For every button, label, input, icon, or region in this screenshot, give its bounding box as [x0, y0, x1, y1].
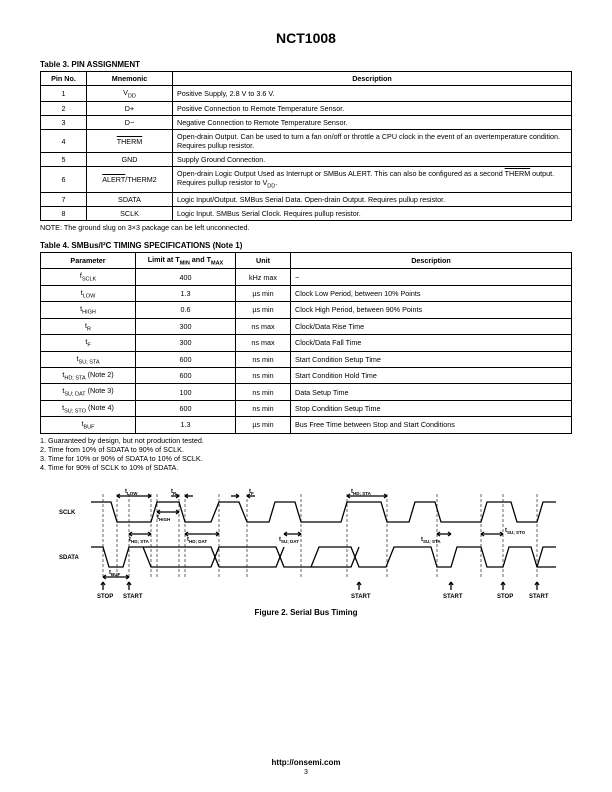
svg-text:START: START — [123, 594, 143, 600]
table4-caption: Table 4. SMBus/I²C TIMING SPECIFICATIONS… — [40, 241, 572, 250]
svg-text:tSU; STO: tSU; STO — [505, 528, 526, 535]
svg-text:tSU; DAT: tSU; DAT — [279, 537, 299, 544]
table4-notes: 1. Guaranteed by design, but not product… — [40, 436, 572, 472]
svg-text:START: START — [351, 594, 371, 600]
table3-note: NOTE: The ground slug on 3×3 package can… — [40, 223, 572, 232]
svg-text:tR: tR — [171, 489, 177, 496]
svg-text:tHD; DAT: tHD; DAT — [187, 537, 207, 544]
svg-text:START: START — [529, 594, 549, 600]
footer: http://onsemi.com 3 — [0, 758, 612, 776]
svg-text:STOP: STOP — [497, 594, 513, 600]
svg-text:tLOW: tLOW — [125, 489, 138, 496]
doc-title: NCT1008 — [40, 30, 572, 46]
svg-text:SDATA: SDATA — [59, 555, 79, 561]
svg-text:tHD; STA: tHD; STA — [129, 537, 150, 544]
table3: Pin No.MnemonicDescription 1VDDPositive … — [40, 71, 572, 221]
table3-caption: Table 3. PIN ASSIGNMENT — [40, 60, 572, 69]
footer-page: 3 — [304, 769, 308, 776]
figure2-caption: Figure 2. Serial Bus Timing — [40, 608, 572, 617]
svg-text:tHIGH: tHIGH — [157, 515, 170, 522]
svg-text:STOP: STOP — [97, 594, 113, 600]
svg-text:START: START — [443, 594, 463, 600]
footer-url: http://onsemi.com — [272, 758, 341, 767]
figure2-timing-diagram: SCLK SDATA tLOW tR tF tHIGH tHD; STA tHD; STA tH… — [40, 482, 572, 602]
svg-text:SCLK: SCLK — [59, 510, 76, 516]
svg-text:tF: tF — [249, 489, 254, 496]
svg-text:tSU; STA: tSU; STA — [421, 537, 441, 544]
svg-text:tHD; STA: tHD; STA — [351, 489, 372, 496]
svg-text:tBUF: tBUF — [109, 570, 120, 577]
table4: ParameterLimit at TMIN and TMAXUnitDescr… — [40, 252, 572, 434]
